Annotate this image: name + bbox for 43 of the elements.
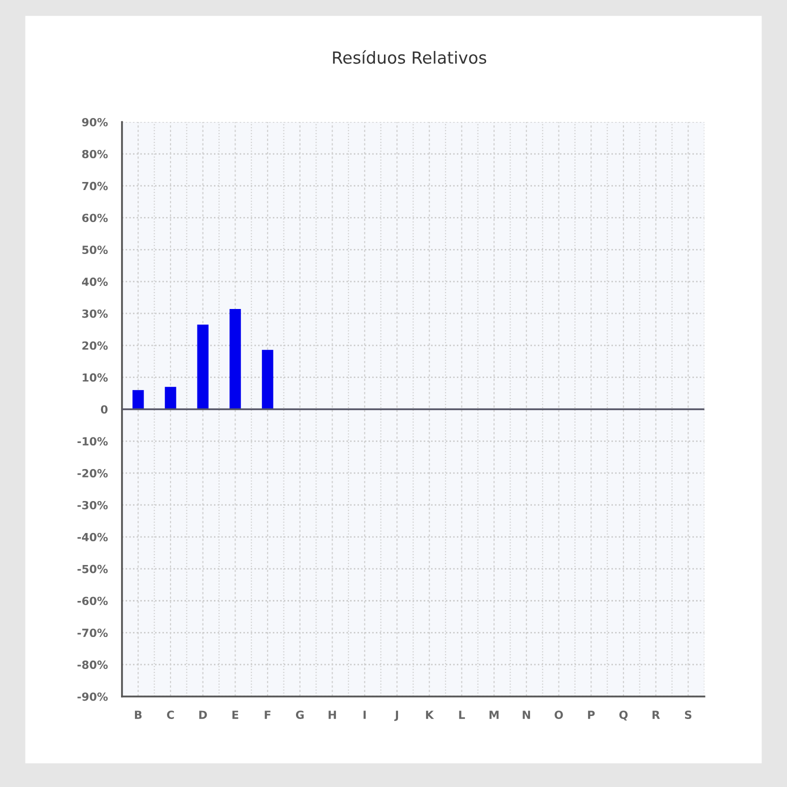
y-tick-label: -30% (77, 500, 108, 510)
y-tick-label: 0 (100, 405, 108, 414)
y-tick-label: -20% (77, 469, 108, 478)
y-tick-label: -50% (77, 564, 108, 574)
y-tick-label: 30% (82, 309, 108, 318)
y-tick-label: -40% (77, 532, 108, 542)
bar (230, 309, 241, 410)
x-tick-label: E (232, 710, 238, 719)
x-tick-label: R (652, 710, 660, 719)
y-tick-label: 10% (82, 373, 108, 382)
y-tick-label: 90% (82, 118, 108, 126)
y-tick-label: 60% (82, 214, 108, 222)
x-tick-label: G (296, 710, 304, 719)
x-tick-label: O (554, 710, 563, 719)
y-tick-label: 20% (82, 341, 108, 350)
chart-title: Resíduos Relativos (333, 50, 486, 64)
bar (132, 390, 144, 410)
y-tick-label: -10% (77, 437, 108, 446)
x-tick-label: Q (619, 710, 628, 720)
bar (262, 350, 274, 410)
x-tick-label: L (459, 710, 465, 719)
x-tick-label: D (199, 710, 207, 719)
x-tick-label: I (364, 710, 366, 719)
y-tick-label: -90% (77, 692, 108, 701)
x-tick-label: B (134, 710, 142, 719)
x-tick-label: F (264, 710, 270, 719)
y-tick-label: -60% (77, 596, 108, 606)
x-tick-label: J (394, 710, 398, 722)
bar (197, 324, 209, 410)
x-tick-label: P (588, 710, 595, 719)
x-tick-label: N (522, 710, 530, 719)
x-tick-label: H (328, 710, 336, 719)
y-tick-label: 50% (82, 246, 108, 254)
x-tick-label: K (426, 710, 434, 719)
y-tick-label: -70% (77, 628, 108, 638)
y-tick-label: 40% (82, 278, 108, 286)
y-tick-label: 80% (82, 150, 108, 158)
y-tick-label: -80% (77, 660, 108, 669)
y-tick-label: 70% (82, 182, 108, 190)
bar (164, 386, 176, 410)
x-tick-label: M (490, 710, 499, 719)
x-tick-label: S (684, 710, 692, 719)
x-tick-label: C (166, 710, 174, 719)
